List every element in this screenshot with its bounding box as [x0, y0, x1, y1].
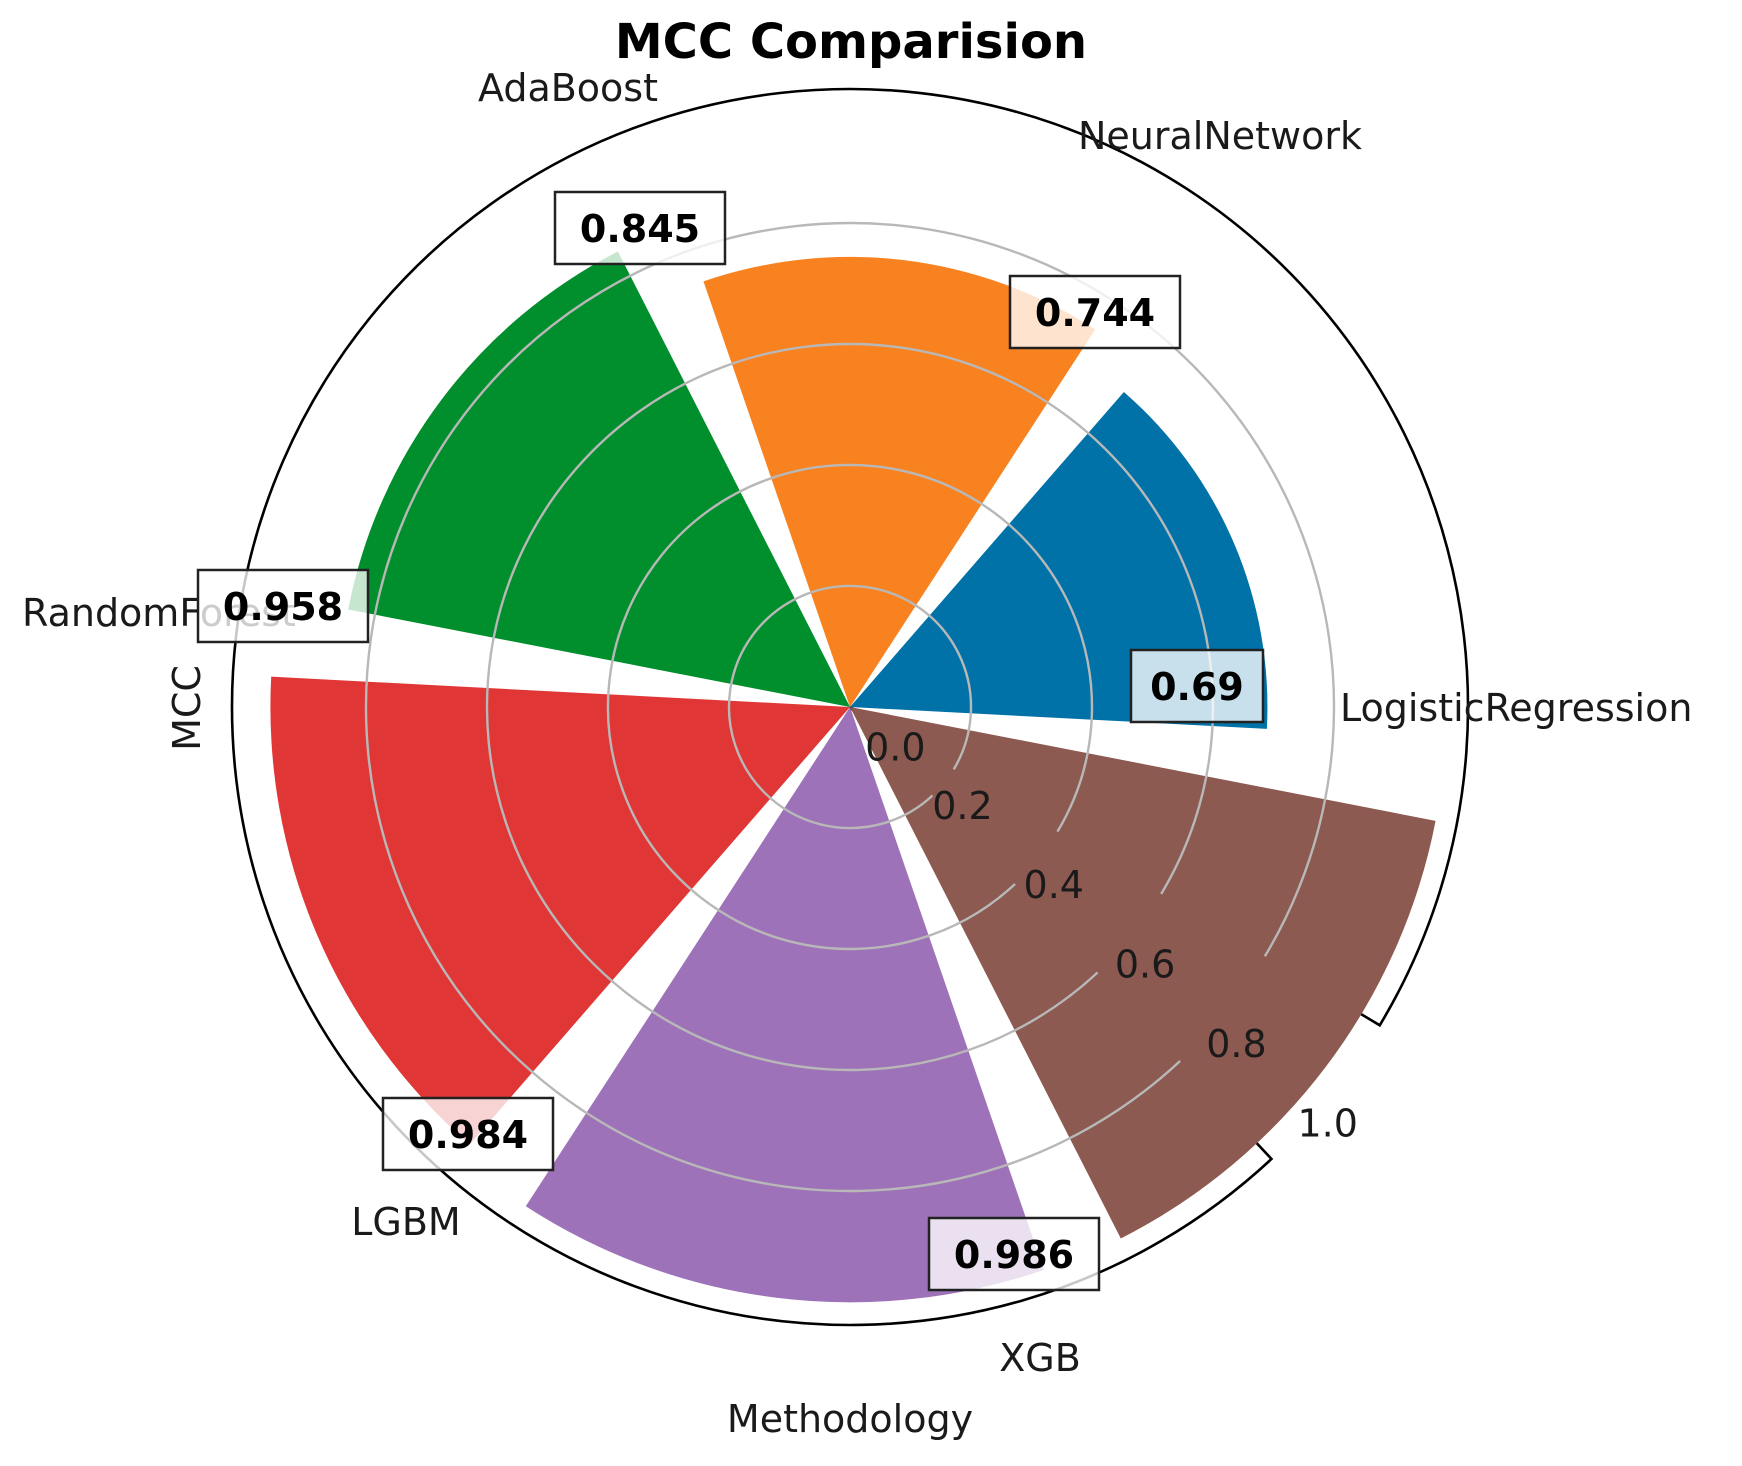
- value-label-text: 0.845: [580, 207, 700, 251]
- value-label-text: 0.744: [1035, 291, 1155, 335]
- grid-circle-0-4: [606, 463, 1094, 951]
- category-label-adaboost: AdaBoost: [478, 66, 658, 110]
- radial-grid: [364, 221, 1336, 1193]
- category-label-neuralnetwork: NeuralNetwork: [1078, 114, 1362, 158]
- bar-xgb: [850, 707, 1436, 1239]
- polar-axes-frame: [230, 87, 1470, 1327]
- grid-circle-0-8: [364, 221, 1336, 1193]
- category-labels: LogisticRegressionNeuralNetworkAdaBoostR…: [22, 66, 1692, 1380]
- value-label-xgb: 0.986: [927, 1216, 1101, 1292]
- value-label-logisticregression: 0.69: [1129, 648, 1265, 724]
- value-label-text: 0.958: [223, 585, 343, 629]
- outer-frame-spine: [230, 87, 1470, 1327]
- category-label-lgbm: LGBM: [351, 1200, 460, 1244]
- x-axis-label: Methodology: [727, 1397, 973, 1441]
- value-label-box: [927, 1216, 1101, 1292]
- value-label-text: 0.984: [408, 1113, 528, 1157]
- grid-circle-0-6: [485, 342, 1215, 1072]
- tick-label-1-0: 1.0: [1298, 1101, 1358, 1145]
- category-label-xgb: XGB: [999, 1336, 1081, 1380]
- bar-adaboost: [348, 251, 850, 708]
- value-label-box: [1008, 274, 1182, 350]
- value-label-randomforest: 0.958: [196, 568, 370, 644]
- tick-label-0-6: 0.6: [1115, 943, 1175, 987]
- value-label-box: [1129, 648, 1265, 724]
- grid-circle-0-2: [727, 584, 973, 830]
- value-label-neuralnetwork: 0.744: [1008, 274, 1182, 350]
- y-axis-label: MCC: [165, 665, 209, 751]
- tick-label-0-8: 0.8: [1206, 1022, 1266, 1066]
- bar-lgbm: [525, 707, 1044, 1303]
- value-label-lgbm: 0.984: [381, 1096, 555, 1172]
- value-label-box: [381, 1096, 555, 1172]
- tick-label-0-0: 0.0: [865, 725, 925, 769]
- tick-label-0-4: 0.4: [1024, 863, 1084, 907]
- tick-label-0-2: 0.2: [932, 784, 992, 828]
- value-label-text: 0.69: [1150, 665, 1244, 709]
- value-labels: 0.69 0.744 0.845 0.958 0.984 0.986: [196, 190, 1265, 1292]
- radial-tick-labels: 0.00.2 0.4 0.6 0.8 1.0: [865, 725, 1358, 1145]
- value-label-adaboost: 0.845: [553, 190, 727, 266]
- value-label-box: [196, 568, 370, 644]
- bar-neuralnetwork: [703, 256, 1096, 707]
- bar-randomforest: [270, 676, 850, 1145]
- value-label-box: [553, 190, 727, 266]
- bars-layer: [270, 251, 1436, 1303]
- category-label-logisticregression: LogisticRegression: [1340, 686, 1692, 730]
- chart-title: MCC Comparision: [615, 14, 1087, 70]
- value-label-text: 0.986: [954, 1233, 1074, 1277]
